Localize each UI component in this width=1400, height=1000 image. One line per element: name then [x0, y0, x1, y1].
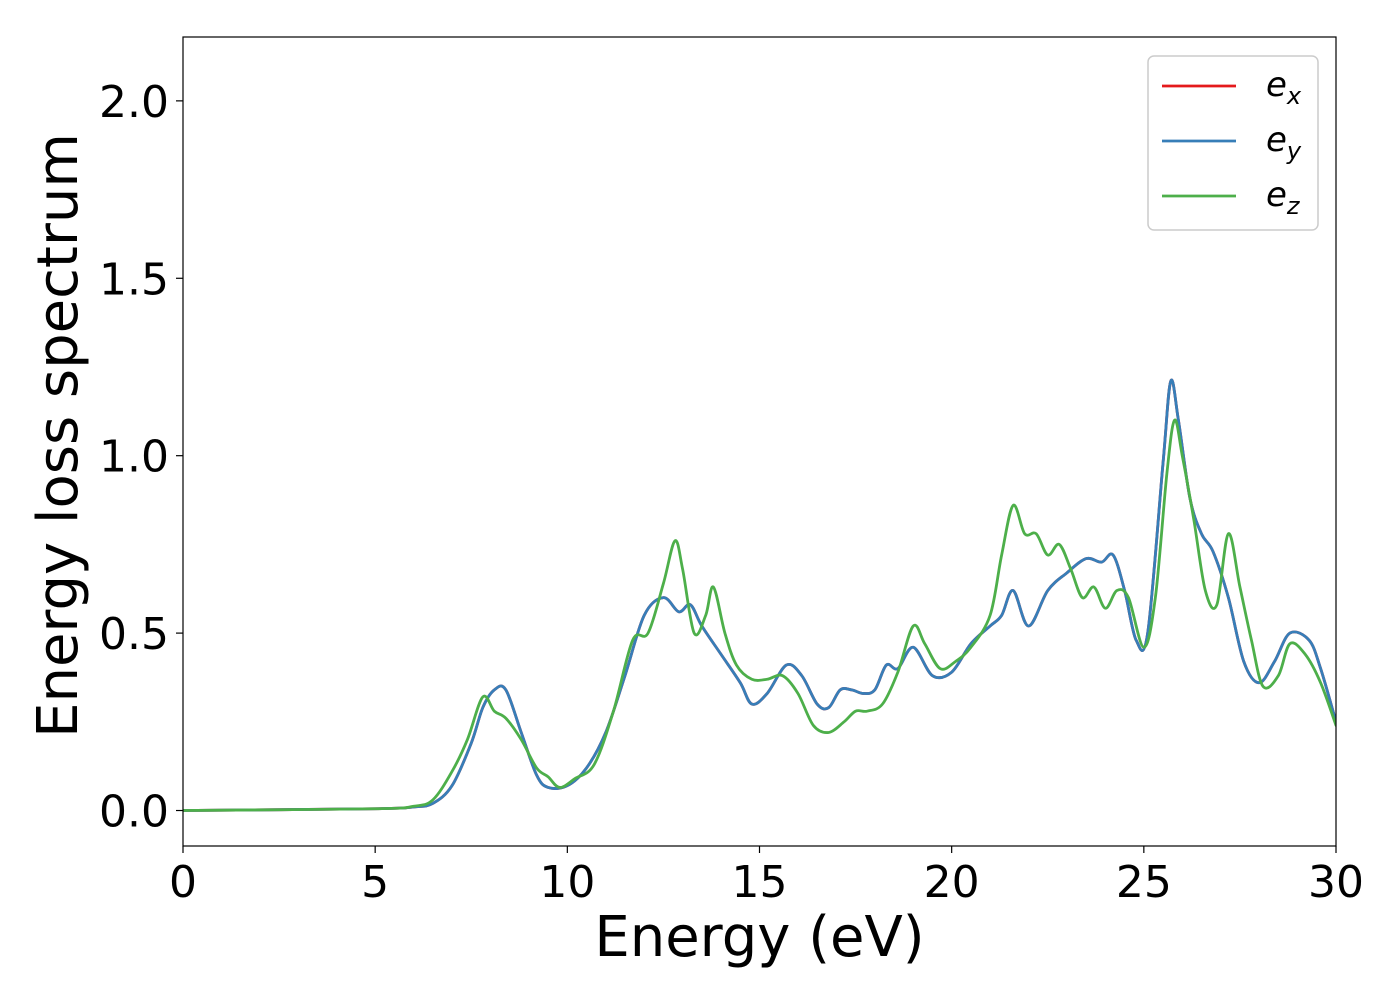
y-tick-label: 2.0 [99, 77, 169, 128]
legend-label-x: ex [1266, 65, 1302, 110]
legend-label-subscript: x [1286, 82, 1302, 110]
y-tick-label: 0.5 [99, 609, 169, 660]
legend-label-base: e [1266, 175, 1287, 215]
legend-label-z: ez [1266, 175, 1301, 220]
x-tick-label: 25 [1116, 857, 1172, 908]
series-line-y [183, 378, 1336, 812]
x-tick-label: 20 [924, 857, 980, 908]
x-tick-label: 15 [732, 857, 788, 908]
x-tick-label: 30 [1308, 857, 1364, 908]
legend-box [1147, 55, 1319, 231]
x-tick-label: 0 [169, 857, 197, 908]
x-tick-label: 5 [361, 857, 389, 908]
y-tick-label: 1.5 [99, 254, 169, 305]
y-axis-ticks: 0.0 0.5 1.0 1.5 2.0 [99, 77, 183, 838]
y-tick-label: 1.0 [99, 432, 169, 483]
y-axis-title: Energy loss spectrum [26, 133, 91, 738]
legend-label-subscript: z [1286, 192, 1301, 220]
y-tick-label: 0.0 [99, 787, 169, 838]
legend-label-base: e [1266, 120, 1287, 160]
series-line-z [183, 418, 1336, 812]
legend-label-y: ey [1266, 120, 1302, 165]
legend-label-subscript: y [1286, 137, 1302, 165]
x-axis-title: Energy (eV) [594, 905, 924, 970]
series-layer [183, 378, 1336, 812]
series-line-x [183, 378, 1336, 812]
legend-label-base: e [1266, 65, 1287, 105]
x-tick-label: 10 [539, 857, 595, 908]
x-axis-ticks: 0 5 10 15 20 25 30 [169, 846, 1364, 908]
